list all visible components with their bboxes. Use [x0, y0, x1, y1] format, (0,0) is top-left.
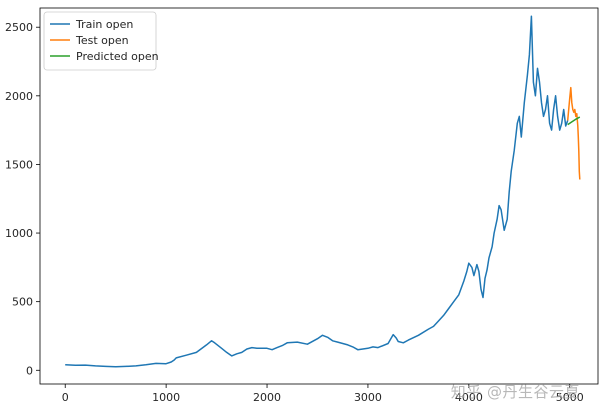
- series-line-2: [567, 116, 581, 126]
- x-tick-label-4: 4000: [455, 391, 483, 404]
- x-tick-label-2: 2000: [253, 391, 281, 404]
- series-line-1: [566, 86, 581, 180]
- x-tick-label-1: 1000: [152, 391, 180, 404]
- legend-label-1: Test open: [75, 34, 129, 47]
- y-tick-label-2: 1000: [5, 227, 33, 240]
- y-tick-label-1: 500: [12, 296, 33, 309]
- legend-label-0: Train open: [75, 18, 133, 31]
- y-tick-label-3: 1500: [5, 158, 33, 171]
- y-axis: 0 500 1000 1500 2000 2500: [5, 21, 40, 377]
- legend-label-2: Predicted open: [76, 50, 159, 63]
- x-tick-label-0: 0: [62, 391, 69, 404]
- y-tick-label-4: 2000: [5, 90, 33, 103]
- watermark: 知乎 @丹生谷云夏: [450, 383, 580, 401]
- y-tick-label-5: 2500: [5, 21, 33, 34]
- y-tick-label-0: 0: [26, 364, 33, 377]
- legend-box: [43, 11, 157, 71]
- series-layer: [65, 15, 581, 368]
- x-tick-label-3: 3000: [354, 391, 382, 404]
- legend: Train open Test open Predicted open: [43, 11, 159, 71]
- plot-area: [39, 7, 599, 385]
- x-tick-label-5: 5000: [556, 391, 584, 404]
- series-line-0: [65, 15, 569, 368]
- x-axis: 0 1000 2000 3000 4000 5000: [62, 384, 584, 404]
